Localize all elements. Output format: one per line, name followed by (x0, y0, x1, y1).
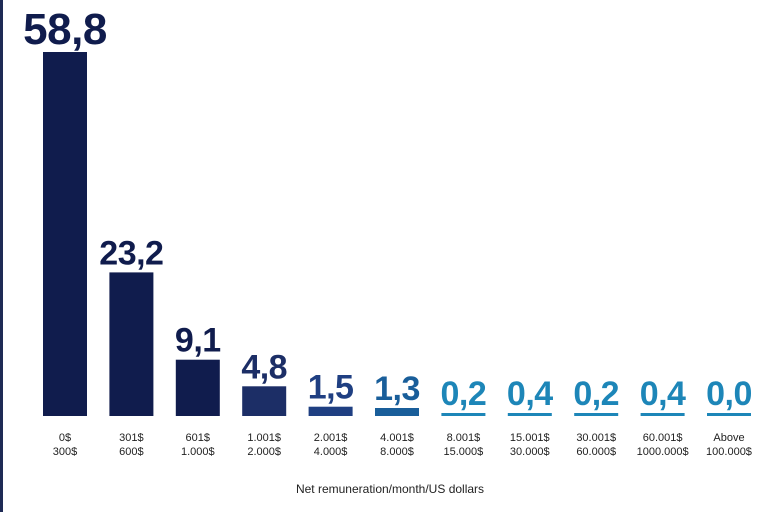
tick-label-5-1: 8.000$ (380, 446, 414, 458)
x-axis-title: Net remuneration/month/US dollars (296, 482, 484, 496)
bar-9 (640, 413, 685, 416)
tick-label-0-0: 0$ (59, 432, 71, 444)
tick-label-7-0: 15.001$ (510, 432, 550, 444)
tick-label-4-0: 2.001$ (314, 432, 348, 444)
value-label-2: 9,1 (175, 322, 221, 360)
bar-1 (109, 272, 154, 416)
tick-label-3-0: 1.001$ (247, 432, 281, 444)
tick-label-6-1: 15.000$ (444, 446, 484, 458)
value-label-10: 0,0 (706, 375, 752, 413)
tick-label-3-1: 2.000$ (247, 446, 281, 458)
tick-label-2-0: 601$ (186, 432, 210, 444)
bar-6 (441, 413, 486, 416)
tick-label-10-0: Above (713, 432, 744, 444)
bar-2 (175, 359, 220, 416)
value-label-0: 58,8 (23, 5, 107, 54)
bar-3 (242, 386, 287, 416)
tick-label-2-1: 1.000$ (181, 446, 215, 458)
tick-label-9-1: 1000.000$ (637, 446, 689, 458)
value-label-7: 0,4 (507, 375, 553, 413)
value-label-3: 4,8 (241, 348, 287, 386)
tick-labels-group: 0$ 300$ 301$ 600$ 601$ 1.000$ 1.001$ 2.000$ 2.00… (53, 432, 752, 458)
value-label-9: 0,4 (640, 375, 686, 413)
bar-7 (507, 413, 552, 416)
left-edge-bar (0, 0, 3, 512)
tick-label-0-1: 300$ (53, 446, 77, 458)
value-label-6: 0,2 (441, 375, 487, 413)
tick-label-6-0: 8.001$ (447, 432, 481, 444)
tick-label-1-0: 301$ (119, 432, 143, 444)
bar-10 (707, 413, 751, 416)
value-label-8: 0,2 (573, 375, 619, 413)
value-label-5: 1,3 (374, 370, 420, 408)
tick-label-7-1: 30.000$ (510, 446, 550, 458)
tick-label-1-1: 600$ (119, 446, 143, 458)
tick-label-8-0: 30.001$ (576, 432, 616, 444)
bar-8 (574, 413, 619, 416)
tick-label-9-0: 60.001$ (643, 432, 683, 444)
tick-label-5-0: 4.001$ (380, 432, 414, 444)
bar-4 (308, 406, 353, 416)
value-label-4: 1,5 (308, 369, 354, 407)
tick-label-10-1: 100.000$ (706, 446, 752, 458)
value-labels-group: 58,8 23,2 9,1 4,8 1,5 1,3 0,2 0,4 0,2 0,4 0,0 (23, 5, 752, 413)
bar-0 (43, 52, 87, 416)
bar-5 (375, 408, 419, 416)
value-label-1: 23,2 (99, 234, 163, 272)
bars-group (43, 52, 751, 416)
tick-label-4-1: 4.000$ (314, 446, 348, 458)
tick-label-8-1: 60.000$ (576, 446, 616, 458)
